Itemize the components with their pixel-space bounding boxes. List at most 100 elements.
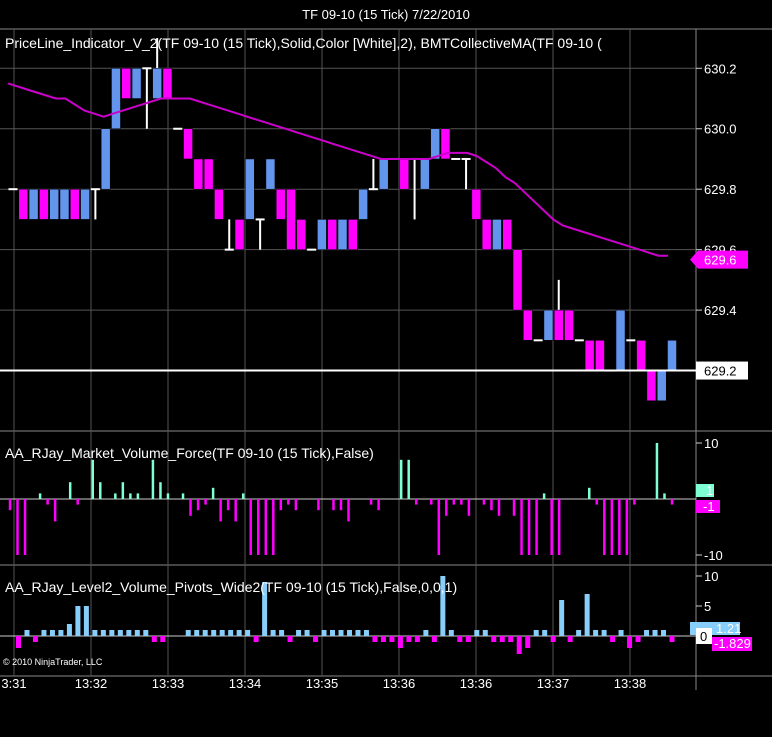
price-bar (553, 309, 564, 341)
x-tick-label: 13:32 (75, 676, 108, 691)
volume-bar (134, 630, 140, 636)
volume-bar (58, 630, 64, 636)
volume-bar (236, 630, 242, 636)
price-bar (193, 158, 204, 190)
volume-marker-label: -1.829 (714, 636, 751, 651)
volume-bar (202, 630, 208, 636)
volume-bar (160, 636, 166, 642)
y-tick-label: 630.2 (704, 61, 737, 76)
price-bar (492, 219, 502, 250)
price-bar (420, 158, 430, 190)
price-bar (234, 219, 245, 250)
volume-bar (567, 636, 573, 642)
volume-bar (313, 636, 319, 642)
price-bar (512, 249, 523, 311)
volume-bar (652, 630, 658, 636)
volume-y-tick-label: 10 (704, 569, 718, 584)
price-bar (100, 128, 111, 190)
price-bar (595, 340, 605, 371)
volume-bar (397, 636, 403, 648)
volume-marker-neg (712, 637, 752, 651)
volume-bar (41, 630, 47, 636)
volume-bar (610, 636, 616, 642)
price-bar (502, 219, 512, 250)
volume-bar (414, 636, 420, 642)
price-bar (564, 309, 574, 341)
copyright-text: © 2010 NinjaTrader, LLC (3, 657, 103, 667)
volume-bar (406, 636, 412, 642)
force-marker-label: -1 (703, 499, 715, 514)
price-bar (543, 309, 554, 341)
price-bar (49, 188, 59, 220)
price-bar (214, 188, 224, 220)
price-bar (656, 370, 667, 402)
x-tick-label: 13:36 (460, 676, 493, 691)
volume-bar (627, 636, 633, 648)
price-bar (327, 219, 337, 250)
volume-bar (593, 630, 599, 636)
price-bar (523, 309, 533, 341)
x-tick-label: 13:36 (383, 676, 416, 691)
volume-bar (482, 630, 488, 636)
x-tick-label: 13:37 (537, 676, 570, 691)
volume-bar (618, 630, 624, 636)
volume-bar (499, 636, 505, 642)
volume-bar (465, 636, 471, 642)
volume-bar (109, 630, 115, 636)
volume-y-tick-label: 5 (704, 599, 711, 614)
price-bar (70, 188, 80, 220)
volume-bar (279, 630, 285, 636)
y-tick-label: 629.4 (704, 303, 737, 318)
price-bar (80, 188, 90, 220)
price-bar (378, 158, 389, 190)
price-bar (111, 68, 121, 129)
volume-bar (262, 582, 268, 636)
volume-bar (287, 636, 293, 642)
price-bar (59, 188, 70, 220)
volume-bar (601, 630, 607, 636)
price-bar (28, 188, 39, 220)
price-bar (337, 219, 348, 250)
price-bar (152, 68, 162, 99)
price-bar (275, 188, 286, 220)
volume-bar (100, 630, 106, 636)
price-bar (646, 370, 657, 402)
volume-bar (491, 636, 497, 642)
price-bar (317, 219, 327, 250)
volume-bar (661, 630, 667, 636)
price-bar (296, 219, 307, 250)
force-y-tick-label: -10 (704, 548, 723, 563)
price-bar (584, 340, 595, 371)
volume-bar (584, 594, 590, 636)
volume-bar (363, 630, 369, 636)
volume-bar (533, 630, 539, 636)
price-line-label: 629.2 (704, 364, 737, 379)
x-tick-label: 13:33 (152, 676, 185, 691)
volume-bar (542, 630, 548, 636)
volume-bar (66, 624, 72, 636)
volume-bar (49, 630, 55, 636)
volume-bar (296, 630, 302, 636)
volume-panel-title: AA_RJay_Level2_Volume_Pivots_Wide2(TF 09… (5, 579, 457, 595)
volume-bar (330, 630, 336, 636)
volume-bar (355, 630, 361, 636)
volume-bar (245, 630, 251, 636)
volume-marker-label: 1.21 (716, 621, 741, 636)
force-y-tick-label: 10 (704, 436, 718, 451)
volume-bar (32, 636, 38, 642)
volume-bar (508, 636, 514, 642)
price-bar (348, 219, 358, 250)
price-bar (358, 188, 368, 220)
volume-bar (253, 636, 259, 642)
volume-bar (117, 630, 123, 636)
volume-bar (644, 630, 650, 636)
price-bar (18, 188, 29, 220)
price-panel-title: PriceLine_Indicator_V_2(TF 09-10 (15 Tic… (5, 35, 602, 51)
ma-value-label: 629.6 (704, 253, 737, 268)
volume-bar (75, 606, 81, 636)
volume-bar (92, 630, 98, 636)
volume-bar (474, 630, 480, 636)
price-bar (121, 68, 132, 99)
volume-bar (440, 576, 446, 636)
volume-bar (635, 636, 641, 642)
